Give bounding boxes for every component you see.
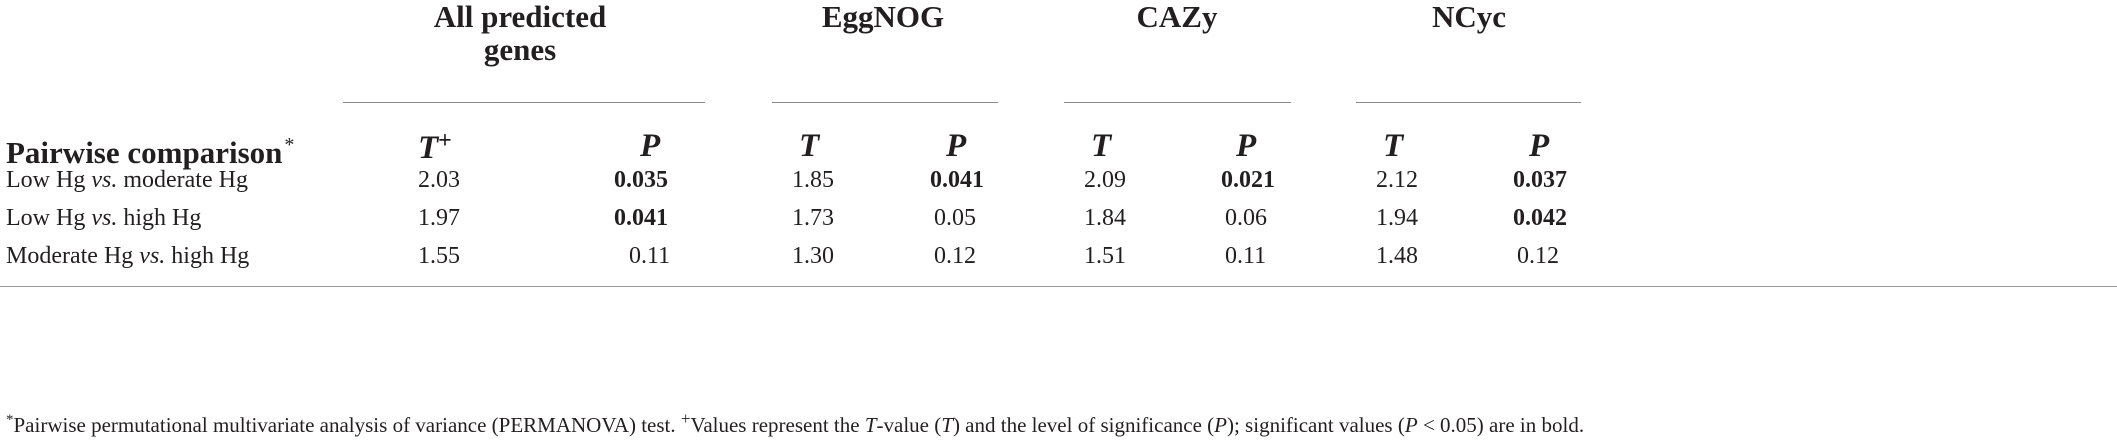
group-header-all-predicted-genes: All predicted genes bbox=[410, 0, 630, 66]
footnote-plus: + bbox=[680, 409, 691, 428]
footnote-text-1: Pairwise permutational multivariate anal… bbox=[13, 413, 681, 437]
table-cell-eggnog-p: 0.041 bbox=[930, 167, 984, 193]
col-header-cazy-t: T bbox=[1091, 128, 1112, 164]
table-cell-eggnog-p: 0.05 bbox=[934, 205, 976, 231]
col-header-all-t: T+ bbox=[418, 128, 452, 167]
row-header-label: Pairwise comparison bbox=[6, 135, 283, 170]
group-rule-cazy bbox=[1064, 102, 1291, 103]
col-header-ncyc-t: T bbox=[1383, 128, 1404, 164]
table-cell-ncyc-p: 0.042 bbox=[1513, 205, 1567, 231]
table-cell-all-t: 1.55 bbox=[418, 243, 460, 269]
table-cell-all-p: 0.041 bbox=[614, 205, 668, 231]
table-row-label: Low Hg vs. moderate Hg bbox=[6, 166, 248, 194]
table-row-label: Low Hg vs. high Hg bbox=[6, 204, 201, 232]
table-cell-all-p: 0.11 bbox=[629, 243, 671, 269]
footnote-p-paren: P bbox=[1214, 413, 1227, 437]
group-header-cazy: CAZy bbox=[1136, 0, 1218, 34]
group-rule-eggnog bbox=[772, 102, 998, 103]
table-cell-ncyc-t: 1.48 bbox=[1376, 243, 1418, 269]
group-header-eggnog: EggNOG bbox=[821, 0, 945, 34]
table-cell-ncyc-p: 0.037 bbox=[1513, 167, 1567, 193]
row-label-part-b: high Hg bbox=[117, 205, 202, 231]
table-row-label: Moderate Hg vs. high Hg bbox=[6, 242, 249, 270]
col-header-all-t-letter: T bbox=[418, 130, 439, 166]
col-header-all-p: P bbox=[640, 128, 661, 164]
col-header-cazy-p: P bbox=[1236, 128, 1257, 164]
table-footnote: *Pairwise permutational multivariate ana… bbox=[6, 406, 1584, 438]
table-cell-eggnog-t: 1.30 bbox=[792, 243, 834, 269]
col-header-all-t-plus: + bbox=[438, 128, 452, 154]
group-header-all-predicted-line2: genes bbox=[483, 32, 557, 67]
footnote-text-4: ) and the level of significance ( bbox=[952, 413, 1215, 437]
table-cell-all-t: 2.03 bbox=[418, 167, 460, 193]
footnote-text-2: Values represent the bbox=[690, 413, 865, 437]
group-rule-all-predicted bbox=[343, 102, 705, 103]
col-header-eggnog-t: T bbox=[799, 128, 820, 164]
table-cell-eggnog-t: 1.85 bbox=[792, 167, 834, 193]
footnote-t-italic: T bbox=[864, 413, 877, 437]
footnote-t-paren: T bbox=[941, 413, 953, 437]
row-label-part-a: Low Hg bbox=[6, 167, 92, 193]
row-header-pairwise-comparison: Pairwise comparison * bbox=[6, 134, 294, 171]
row-label-part-b: moderate Hg bbox=[117, 167, 248, 193]
row-label-part-a: Moderate Hg bbox=[6, 243, 140, 269]
row-header-marker: * bbox=[284, 134, 295, 156]
footnote-star: * bbox=[6, 412, 14, 428]
col-header-ncyc-p: P bbox=[1529, 128, 1550, 164]
row-label-vs: vs. bbox=[91, 205, 118, 231]
col-header-eggnog-p: P bbox=[946, 128, 967, 164]
footnote-p-cond: P bbox=[1404, 413, 1418, 437]
table-cell-all-t: 1.97 bbox=[418, 205, 460, 231]
table-cell-cazy-t: 1.51 bbox=[1084, 243, 1126, 269]
table-cell-eggnog-p: 0.12 bbox=[934, 243, 976, 269]
table-cell-ncyc-t: 1.94 bbox=[1376, 205, 1418, 231]
table-cell-ncyc-t: 2.12 bbox=[1376, 167, 1418, 193]
table-cell-cazy-p: 0.11 bbox=[1225, 243, 1267, 269]
group-header-ncyc: NCyc bbox=[1431, 0, 1507, 34]
table-cell-all-p: 0.035 bbox=[614, 167, 668, 193]
row-label-part-a: Low Hg bbox=[6, 205, 92, 231]
table-cell-cazy-p: 0.06 bbox=[1225, 205, 1267, 231]
table-cell-ncyc-p: 0.12 bbox=[1517, 243, 1559, 269]
footnote-text-6: < 0.05) are in bold. bbox=[1417, 413, 1585, 437]
group-header-all-predicted-line1: All predicted bbox=[433, 0, 607, 34]
row-label-vs: vs. bbox=[91, 167, 118, 193]
group-rule-ncyc bbox=[1356, 102, 1581, 103]
table-cell-eggnog-t: 1.73 bbox=[792, 205, 834, 231]
table-cell-cazy-t: 1.84 bbox=[1084, 205, 1126, 231]
table-cell-cazy-t: 2.09 bbox=[1084, 167, 1126, 193]
footnote-text-3: -value ( bbox=[876, 413, 942, 437]
row-label-vs: vs. bbox=[139, 243, 166, 269]
row-label-part-b: high Hg bbox=[165, 243, 250, 269]
footnote-text-5: ); significant values ( bbox=[1226, 413, 1405, 437]
table-cell-cazy-p: 0.021 bbox=[1221, 167, 1275, 193]
table-bottom-rule bbox=[0, 286, 2117, 287]
